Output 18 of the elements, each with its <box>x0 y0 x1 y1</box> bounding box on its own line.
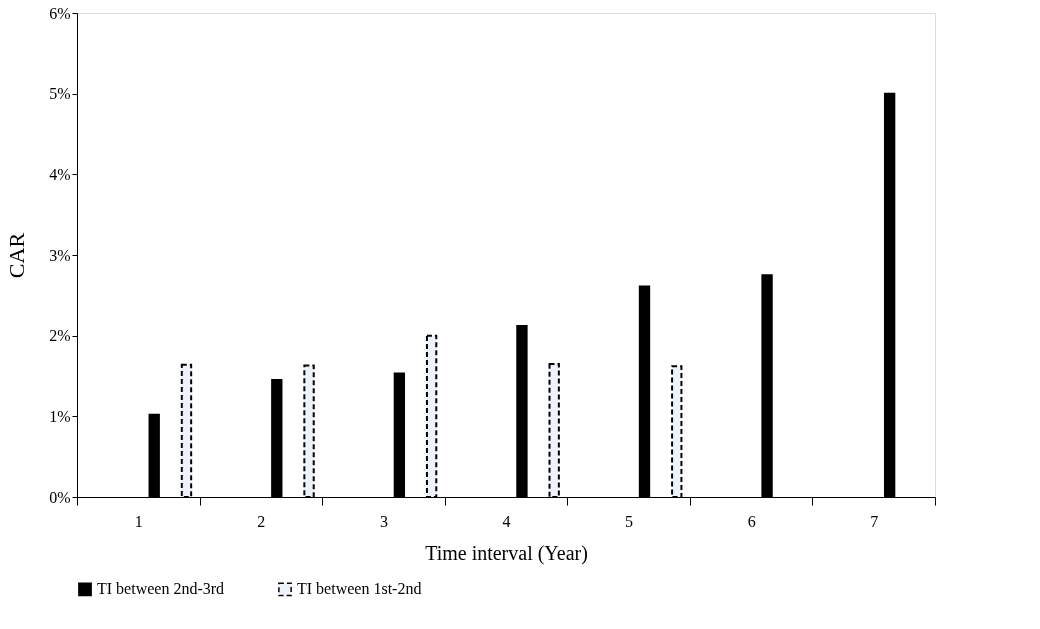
y-tick-label: 4% <box>49 165 71 183</box>
y-tick-label: 1% <box>49 407 71 425</box>
y-tick-label: 6% <box>49 4 71 22</box>
x-tick-label: 5 <box>625 512 634 530</box>
x-tick-label: 7 <box>870 512 879 530</box>
x-tick-label: 6 <box>747 512 756 530</box>
x-tick-label: 2 <box>257 512 266 530</box>
legend-label: TI between 1st-2nd <box>297 580 422 598</box>
legend-label: TI between 2nd-3rd <box>97 580 225 598</box>
y-tick-label: 2% <box>49 327 71 345</box>
y-tick-label: 5% <box>49 85 71 103</box>
x-tick-label: 3 <box>379 512 388 530</box>
x-tick-label: 1 <box>134 512 143 530</box>
y-tick-label: 0% <box>49 488 71 506</box>
x-tick-label: 4 <box>502 512 511 530</box>
y-tick-label: 3% <box>49 246 71 264</box>
x-axis-title: Time interval (Year) <box>425 541 588 565</box>
y-axis-title: CAR <box>4 232 30 279</box>
